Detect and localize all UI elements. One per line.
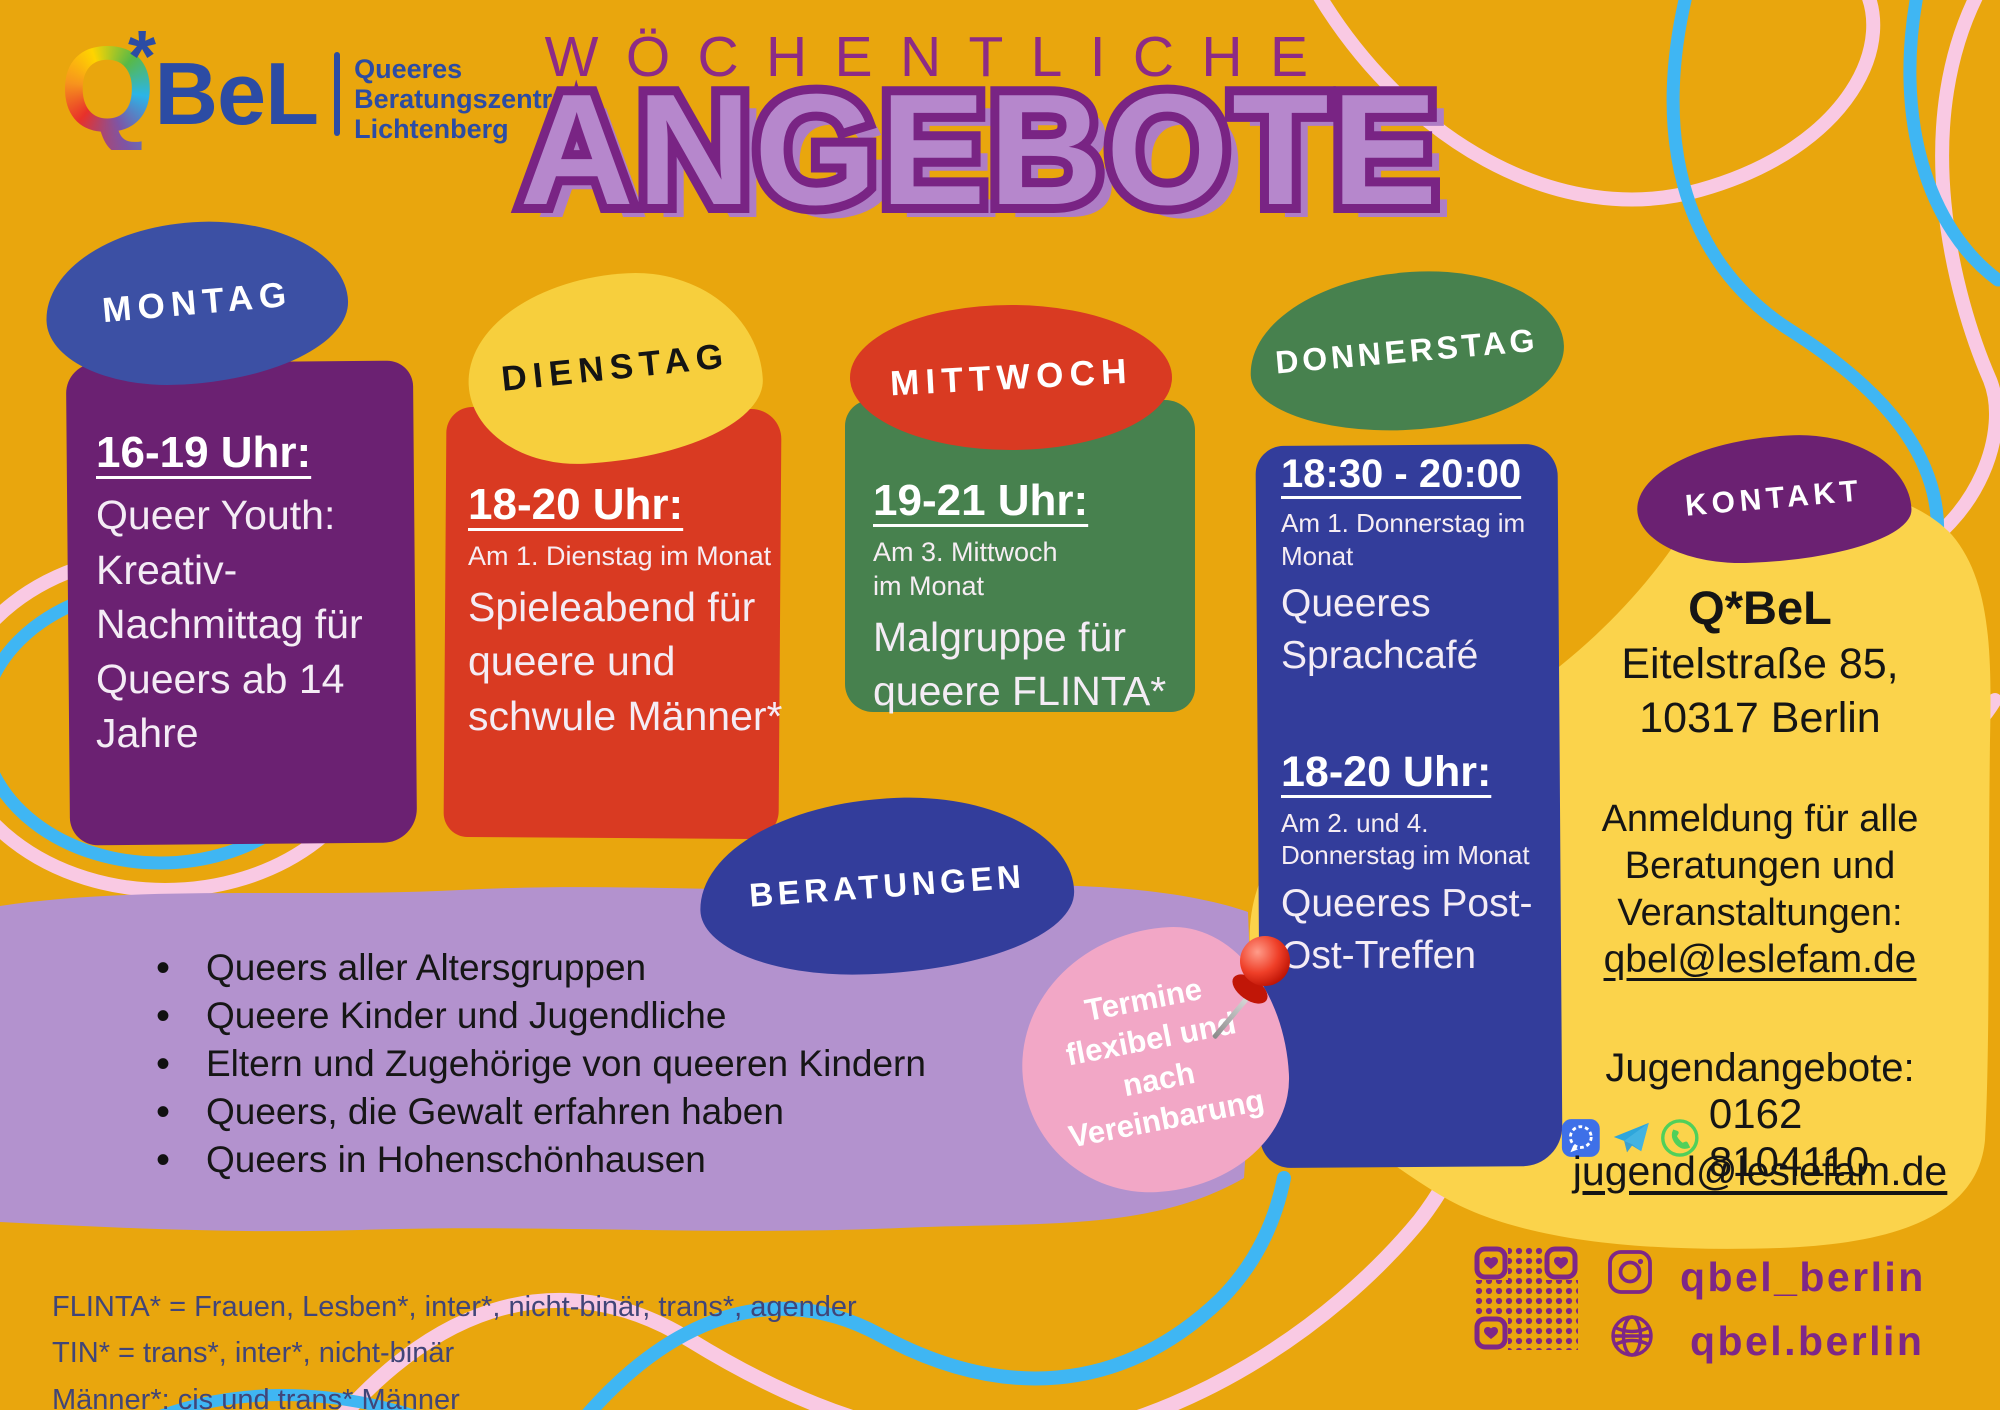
globe-icon xyxy=(1611,1315,1653,1357)
list-item: Queers aller Altersgruppen xyxy=(148,942,1198,994)
footnote-tin: TIN* = trans*, inter*, nicht-binär xyxy=(52,1337,455,1370)
list-item: Queers in Hohenschönhausen xyxy=(148,1134,1198,1186)
donnerstag-desc-1: Queeres Sprachcafé xyxy=(1281,582,1479,677)
mittwoch-program: 19-21 Uhr: Am 3. Mittwoch im Monat Malgr… xyxy=(873,476,1173,719)
kontakt-org-name: Q*BeL xyxy=(1688,581,1832,634)
donnerstag-time-1: 18:30 - 20:00 xyxy=(1281,452,1522,496)
bottom-pink-wave xyxy=(338,1012,1494,1410)
kontakt-registration-note: Anmeldung für alle Beratungen und Verans… xyxy=(1601,798,1919,935)
donnerstag-label: DONNERSTAG xyxy=(1274,321,1540,380)
mittwoch-note: Am 3. Mittwoch im Monat xyxy=(873,537,1058,601)
dienstag-label: DIENSTAG xyxy=(499,336,731,399)
youth-email-link[interactable]: jugend@leslefam.de xyxy=(1572,1148,1948,1194)
donnerstag-program: 18:30 - 20:00 Am 1. Donnerstag im Monat … xyxy=(1281,452,1543,981)
mittwoch-desc: Malgruppe für queere FLINTA* xyxy=(873,613,1167,715)
dienstag-desc: Spieleabend für queere und schwule Männe… xyxy=(468,583,783,739)
whatsapp-icon xyxy=(1661,1119,1699,1157)
youth-offers-label: Jugendangebote: xyxy=(1605,1046,1915,1090)
montag-time: 16-19 Uhr: xyxy=(96,428,312,477)
instagram-icon xyxy=(1608,1250,1652,1294)
montag-program: 16-19 Uhr: Queer Youth: Kreativ-Nachmitt… xyxy=(96,428,396,761)
youth-phone-number[interactable]: 0162 8104110 xyxy=(1708,1090,1870,1185)
kontakt-label: KONTAKT xyxy=(1683,474,1865,523)
logo-bel-text: BeL xyxy=(154,44,319,143)
kontakt-email-link[interactable]: qbel@leslefam.de xyxy=(1603,938,1917,981)
qr-code[interactable] xyxy=(1474,1246,1578,1350)
telegram-icon xyxy=(1613,1122,1649,1153)
logo-rainbow-q: Q xyxy=(60,21,155,157)
kontakt-address-line2: 10317 Berlin xyxy=(1639,694,1881,742)
dienstag-time: 18-20 Uhr: xyxy=(468,480,684,529)
montag-desc: Queer Youth: Kreativ-Nachmittag für Quee… xyxy=(96,492,363,757)
mittwoch-header-blob: MITTWOCH xyxy=(850,305,1172,450)
dienstag-program: 18-20 Uhr: Am 1. Dienstag im Monat Spiel… xyxy=(468,480,786,743)
dienstag-note: Am 1. Dienstag im Monat xyxy=(468,541,772,571)
beratungen-list: Queers aller Altersgruppen Queere Kinder… xyxy=(148,942,1198,1186)
kontakt-address-line1: Eitelstraße 85, xyxy=(1621,640,1899,688)
list-item: Queers, die Gewalt erfahren haben xyxy=(148,1086,1198,1138)
footnote-maenner: Männer*: cis und trans* Männer xyxy=(52,1383,460,1410)
logo-asterisk: * xyxy=(128,17,157,97)
website-url[interactable]: qbel.berlin xyxy=(1690,1318,1925,1364)
mittwoch-time: 19-21 Uhr: xyxy=(873,476,1089,525)
youth-phone-row: 0162 8104110 xyxy=(1560,1090,1960,1186)
title-angebote: ANGEBOTE xyxy=(450,60,1510,241)
right-blue-edge xyxy=(1903,0,2000,287)
mittwoch-label: MITTWOCH xyxy=(888,351,1134,403)
bottom-left-blue-arc xyxy=(159,1389,417,1410)
beratungen-label: BERATUNGEN xyxy=(747,857,1027,914)
list-item: Queere Kinder und Jugendliche xyxy=(148,990,1198,1042)
donnerstag-note-1: Am 1. Donnerstag im Monat xyxy=(1281,508,1526,571)
list-item: Eltern und Zugehörige von queeren Kinder… xyxy=(148,1038,1198,1090)
logo-divider xyxy=(334,52,341,136)
bottom-blue-wave xyxy=(582,1171,1291,1410)
glossary-footnotes: FLINTA* = Frauen, Lesben*, inter*, nicht… xyxy=(52,1284,857,1410)
donnerstag-desc-2: Queeres Post-Ost-Treffen xyxy=(1281,881,1533,977)
donnerstag-note-2: Am 2. und 4. Donnerstag im Monat xyxy=(1281,807,1530,871)
donnerstag-time-2: 18-20 Uhr: xyxy=(1281,747,1492,796)
footnote-flinta: FLINTA* = Frauen, Lesben*, inter*, nicht… xyxy=(52,1291,857,1323)
signal-icon xyxy=(1561,1119,1600,1157)
instagram-handle[interactable]: qbel_berlin xyxy=(1680,1254,1926,1300)
pushpin-icon xyxy=(1211,934,1304,1044)
mittwoch-column xyxy=(845,400,1195,712)
montag-label: MONTAG xyxy=(100,274,294,331)
